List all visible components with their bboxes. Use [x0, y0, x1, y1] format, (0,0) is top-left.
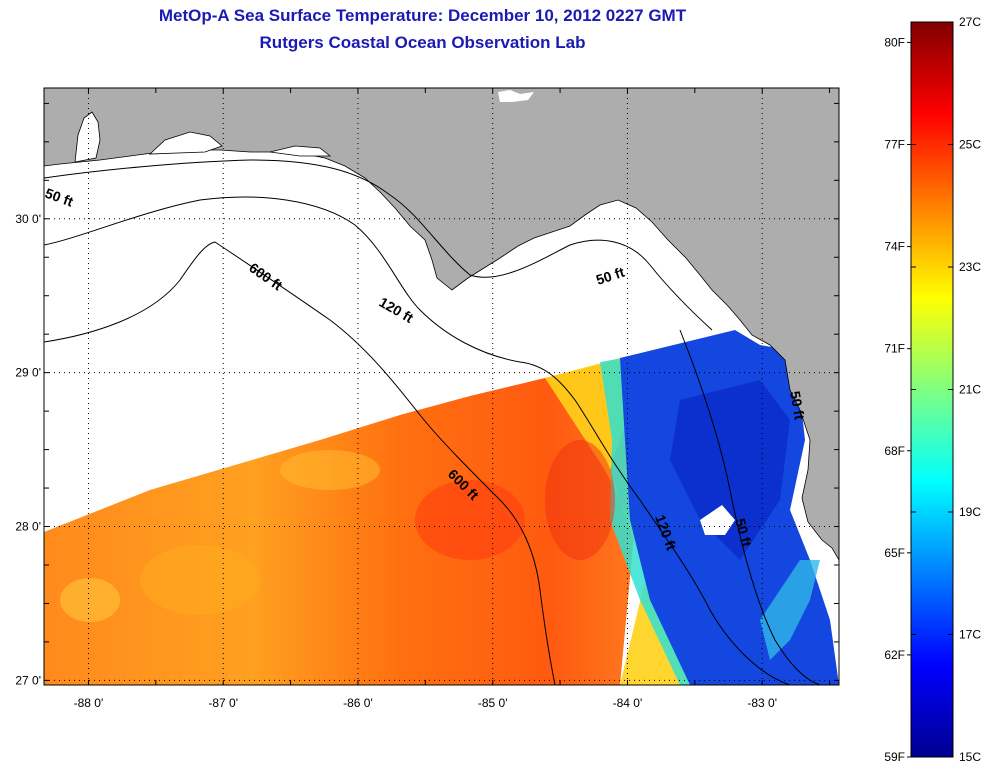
bay-water — [269, 145, 332, 157]
bay-water — [148, 131, 223, 155]
sst-warm-patch — [545, 440, 615, 560]
sst-warm-patch — [140, 545, 260, 615]
sst-deep-blue-patch — [670, 380, 790, 560]
colorbar-ticks: 27C 25C 23C 21C 19C 17C 15C 80F 77F 74F 71F 68F 65F 6… — [884, 15, 981, 764]
celsius-tick-label: 15C — [959, 750, 981, 764]
lon-tick-label: -85 0' — [478, 696, 508, 710]
contour-600ft — [44, 241, 556, 685]
map-subtitle: Rutgers Coastal Ocean Observation Lab — [259, 33, 586, 52]
sst-warm-region — [44, 360, 640, 685]
contour-50ft-east — [679, 329, 821, 685]
fahrenheit-tick-label: 74F — [884, 240, 905, 254]
contour-50ft — [44, 159, 713, 331]
land-mass — [44, 88, 839, 561]
celsius-tick-label: 25C — [959, 138, 981, 152]
celsius-tick-label: 23C — [959, 260, 981, 274]
lon-tick-label: -84 0' — [613, 696, 643, 710]
fahrenheit-tick-label: 59F — [884, 750, 905, 764]
lat-tick-label: 30 0' — [15, 212, 41, 226]
axis-ticks: -88 0' -87 0' -86 0' -85 0' -84 0' -83 0' 27 0… — [15, 88, 839, 710]
sst-swath — [44, 330, 839, 685]
contour-label: 50 ft — [787, 390, 808, 421]
contour-120ft — [44, 196, 791, 685]
fahrenheit-tick-label: 71F — [884, 342, 905, 356]
bay-water — [74, 111, 101, 163]
celsius-tick-label: 27C — [959, 15, 981, 29]
fahrenheit-tick-label: 68F — [884, 444, 905, 458]
lat-tick-label: 28 0' — [15, 520, 41, 534]
lat-tick-label: 27 0' — [15, 673, 41, 687]
fahrenheit-tick-label: 65F — [884, 546, 905, 560]
celsius-tick-label: 17C — [959, 628, 981, 642]
fahrenheit-tick-label: 80F — [884, 35, 905, 49]
lon-tick-label: -83 0' — [747, 696, 777, 710]
sst-nearshore-cyan — [760, 560, 820, 660]
lat-tick-label: 29 0' — [15, 366, 41, 380]
sst-warm-patch — [415, 480, 525, 560]
colorbar-gradient — [910, 21, 954, 758]
lake-water — [498, 90, 534, 102]
celsius-tick-label: 19C — [959, 505, 981, 519]
fahrenheit-tick-label: 77F — [884, 138, 905, 152]
contour-label: 50 ft — [732, 517, 755, 549]
map-title: MetOp-A Sea Surface Temperature: Decembe… — [158, 6, 687, 25]
sst-gap — [700, 505, 735, 535]
fahrenheit-tick-label: 62F — [884, 648, 905, 662]
sst-warm-patch — [60, 578, 120, 622]
map-frame — [43, 87, 840, 686]
sst-warm-patch — [280, 450, 380, 490]
lon-tick-label: -87 0' — [208, 696, 238, 710]
lon-tick-label: -88 0' — [74, 696, 104, 710]
celsius-tick-label: 21C — [959, 383, 981, 397]
lon-tick-label: -86 0' — [343, 696, 373, 710]
